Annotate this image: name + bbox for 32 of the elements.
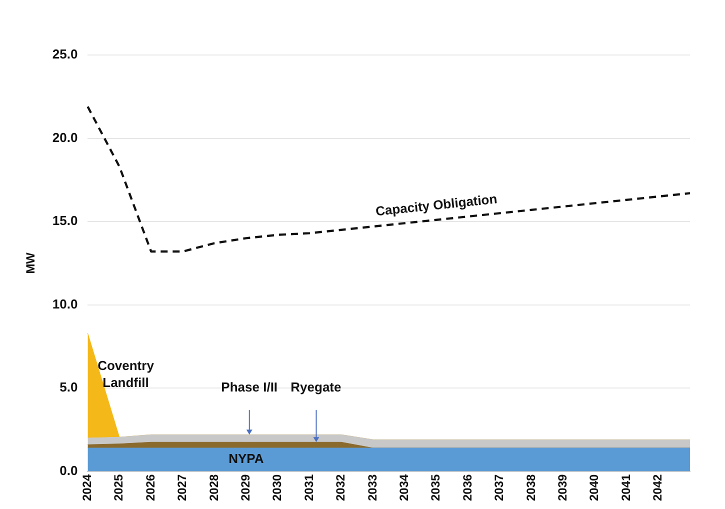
y-tick-label: 20.0 [52,130,78,145]
x-tick-label: 2040 [587,474,602,502]
text: Ryegate [290,380,342,395]
x-tick-label: 2032 [334,474,348,502]
x-tick-label: 2042 [650,474,665,502]
y-tick-label: 25.0 [52,46,78,62]
text: Capacity Obligation [374,191,498,219]
line-series [86,106,692,253]
x-tick-label: 2041 [618,474,633,502]
x-tick-label: 2037 [492,474,506,502]
x-tick-label: 2039 [556,474,570,502]
x-tick-label: 2033 [365,474,380,502]
series-label: Coventry Landfill [98,358,155,390]
y-axis-title: MW [24,252,38,274]
x-tick-label: 2024 [80,474,94,502]
y-tick-label: 10.0 [52,296,78,312]
x-tick-label: 2036 [460,474,474,502]
x-tick-label: 2025 [112,474,126,502]
x-tick-label: 2029 [238,474,253,502]
x-tick-label: 2034 [397,474,412,502]
x-tick-label: 2031 [302,474,316,502]
x-tick-label: 2038 [524,474,538,502]
x-tick-label: 2027 [175,474,190,502]
series-label: NYPA [228,451,264,466]
y-tick-label: 5.0 [60,380,78,395]
y-tick-label: 15.0 [52,213,78,228]
text: Phase I/II [221,380,278,395]
x-tick-label: 2030 [270,474,284,502]
x-tick-label: 2028 [206,474,221,502]
y-tick-label: 0.0 [60,462,78,478]
x-tick-label: 2026 [143,474,158,502]
x-tick-label: 2035 [428,474,443,502]
